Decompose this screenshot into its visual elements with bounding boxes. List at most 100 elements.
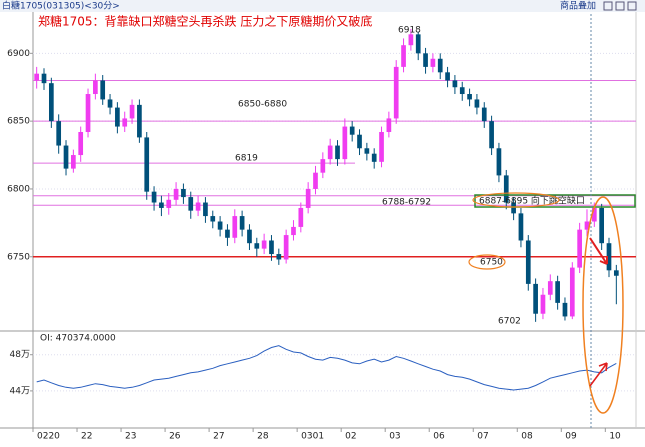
x-tick-label: 26 bbox=[169, 432, 181, 442]
candle-body bbox=[320, 159, 326, 173]
x-tick-label: 0301 bbox=[301, 432, 324, 442]
header-bar bbox=[0, 0, 645, 12]
candle-body bbox=[518, 213, 524, 241]
candle-body bbox=[342, 126, 348, 160]
candle-body bbox=[298, 207, 304, 227]
highlight bbox=[472, 192, 560, 208]
candle-body bbox=[232, 216, 238, 238]
arrow bbox=[589, 237, 608, 265]
candle-body bbox=[489, 121, 494, 149]
candle-body bbox=[569, 267, 575, 317]
candle-body bbox=[423, 53, 428, 67]
candle-body bbox=[188, 197, 194, 211]
candle-body bbox=[261, 240, 267, 249]
candle-body bbox=[577, 229, 582, 268]
candle-body bbox=[63, 145, 69, 169]
y-tick-label: 6750 bbox=[7, 252, 30, 262]
x-tick-label: 03 bbox=[389, 432, 400, 442]
candle-body bbox=[511, 202, 516, 214]
candle-body bbox=[401, 45, 406, 67]
candle-body bbox=[247, 229, 252, 244]
candle-body bbox=[217, 221, 223, 230]
candle-body bbox=[210, 216, 216, 222]
candle-body bbox=[85, 94, 91, 132]
candle-body bbox=[525, 240, 531, 284]
candle-body bbox=[115, 107, 120, 127]
icon[interactable] bbox=[627, 1, 637, 11]
x-tick-label: 02 bbox=[345, 432, 356, 442]
candle-body bbox=[371, 153, 377, 162]
candle-body bbox=[173, 188, 179, 200]
candle-body bbox=[151, 191, 157, 203]
overlay-button[interactable]: 商品叠加 bbox=[560, 0, 596, 12]
icon[interactable] bbox=[615, 1, 625, 11]
oi-line bbox=[36, 345, 617, 391]
y-tick-label: 48万 bbox=[10, 350, 30, 360]
candle-body bbox=[254, 243, 260, 249]
x-tick-label: 0220 bbox=[37, 432, 60, 442]
candle-body bbox=[225, 229, 230, 238]
candle-body bbox=[56, 121, 62, 146]
symbol-label: 白糖1705(031305)<30分> bbox=[2, 0, 120, 12]
annotation: 6788-6792 bbox=[382, 198, 431, 208]
candle-body bbox=[467, 94, 472, 100]
candle-body bbox=[276, 254, 282, 260]
annotation: 6750 bbox=[480, 258, 503, 268]
gap-box bbox=[474, 194, 636, 208]
oi-label: OI: 470374.0000 bbox=[40, 334, 116, 344]
candle-body bbox=[474, 99, 480, 108]
candle-body bbox=[357, 134, 362, 149]
candle-body bbox=[591, 207, 597, 222]
candle-body bbox=[159, 202, 164, 208]
candle-body bbox=[107, 99, 113, 108]
candle-body bbox=[291, 226, 296, 236]
candle-body bbox=[408, 34, 414, 46]
candle-body bbox=[386, 118, 392, 132]
candle-body bbox=[327, 145, 333, 160]
candle-body bbox=[122, 118, 128, 127]
candle-body bbox=[71, 155, 76, 169]
candle-body bbox=[166, 199, 172, 208]
candle-body bbox=[437, 58, 443, 73]
candle-body bbox=[195, 202, 201, 211]
candle-body bbox=[305, 188, 311, 208]
candle-body bbox=[269, 240, 274, 255]
candle-body bbox=[584, 221, 590, 230]
candle-body bbox=[562, 302, 568, 317]
candle-body bbox=[349, 126, 355, 135]
candle-body bbox=[335, 145, 340, 160]
candle-body bbox=[78, 131, 84, 156]
x-tick-label: 08 bbox=[521, 432, 533, 442]
x-tick-label: 10 bbox=[609, 432, 621, 442]
candle-body bbox=[181, 188, 186, 198]
x-tick-label: 22 bbox=[81, 432, 92, 442]
chart-title: 郑糖1705：背靠缺口郑糖空头再杀跌 压力之下原糖期价又破底 bbox=[38, 14, 372, 29]
candle-body bbox=[239, 216, 245, 230]
highlight bbox=[468, 254, 506, 270]
highlight bbox=[582, 196, 624, 414]
annotation: 6819 bbox=[235, 154, 258, 164]
candle-body bbox=[48, 83, 54, 122]
candle-body bbox=[93, 80, 98, 95]
x-tick-label: 07 bbox=[477, 432, 488, 442]
candle-body bbox=[100, 80, 106, 100]
candle-body bbox=[555, 281, 560, 303]
annotation: 6918 bbox=[398, 26, 421, 36]
candle-body bbox=[445, 72, 450, 81]
x-tick-label: 09 bbox=[565, 432, 577, 442]
y-tick-label: 6900 bbox=[7, 49, 30, 59]
candle-body bbox=[379, 131, 384, 162]
annotation: 6887-6895 向下跳空缺口 bbox=[479, 195, 585, 207]
x-tick-label: 27 bbox=[213, 432, 224, 442]
candle-body bbox=[137, 104, 142, 138]
annotation: 6702 bbox=[498, 317, 521, 327]
candle-body bbox=[540, 294, 546, 314]
candle-body bbox=[393, 66, 399, 119]
candle-body bbox=[599, 207, 605, 244]
icon[interactable] bbox=[603, 1, 613, 11]
candle-body bbox=[203, 202, 208, 217]
x-tick-label: 06 bbox=[433, 432, 445, 442]
candle-body bbox=[503, 175, 509, 203]
